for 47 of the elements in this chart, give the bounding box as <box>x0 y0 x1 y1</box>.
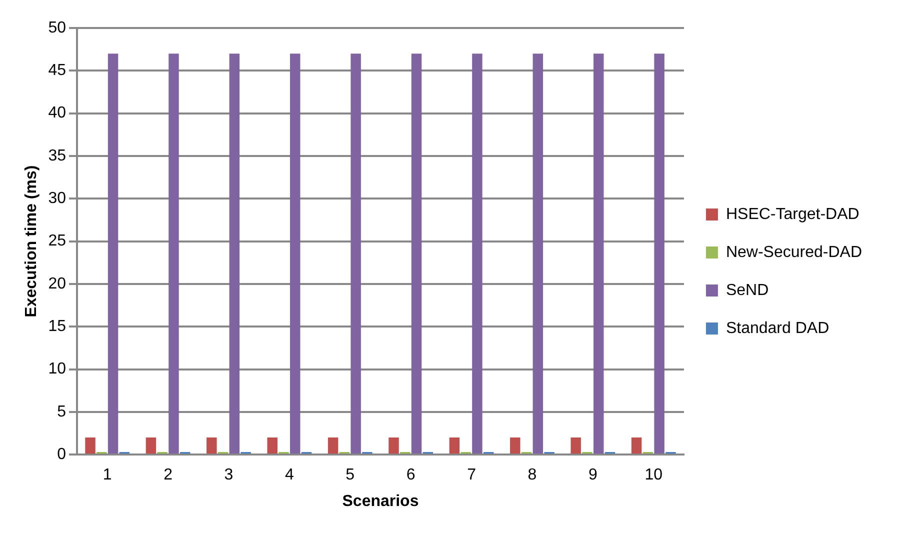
x-tick-label: 9 <box>588 466 598 484</box>
bar <box>388 438 399 454</box>
bar <box>168 54 179 454</box>
x-tick-label: 2 <box>164 466 173 484</box>
y-tick-label: 35 <box>48 147 66 164</box>
y-tick-label: 15 <box>48 318 66 336</box>
x-axis-title: Scenarios <box>342 492 419 510</box>
bar <box>267 438 278 454</box>
x-tick-label: 6 <box>406 466 416 484</box>
y-tick-label: 0 <box>57 446 66 464</box>
x-tick-label: 8 <box>528 466 537 484</box>
y-tick-label: 20 <box>48 275 66 292</box>
bar <box>593 54 604 454</box>
bar <box>229 54 240 454</box>
bar <box>146 438 156 454</box>
bar <box>108 54 118 454</box>
bar <box>532 54 544 454</box>
legend-label: SeND <box>726 282 769 299</box>
bar <box>411 54 422 454</box>
bar <box>472 54 482 454</box>
legend-label: HSEC-Target-DAD <box>726 206 860 223</box>
bar <box>350 54 361 454</box>
bar <box>328 438 338 454</box>
y-tick-label: 10 <box>48 360 66 378</box>
y-tick-label: 40 <box>48 104 66 122</box>
bar <box>510 438 520 454</box>
bar <box>206 438 217 454</box>
x-tick-label: 3 <box>224 466 234 484</box>
x-tick-label: 10 <box>644 466 663 484</box>
bar <box>570 438 581 454</box>
y-tick-label: 45 <box>48 62 66 80</box>
y-tick-label: 25 <box>48 232 66 250</box>
legend-label: New-Secured-DAD <box>726 244 862 261</box>
y-tick-label: 30 <box>48 190 66 208</box>
x-tick-label: 4 <box>284 466 294 484</box>
y-axis-title: Execution time (ms) <box>23 165 40 318</box>
x-tick-label: 7 <box>467 466 476 484</box>
y-tick-label: 5 <box>57 403 66 420</box>
bar <box>290 54 300 454</box>
x-tick-label: 1 <box>102 466 112 484</box>
y-tick-label: 50 <box>48 19 66 36</box>
x-tick-label: 5 <box>346 466 355 484</box>
bar <box>85 438 96 454</box>
legend-label: Standard DAD <box>726 320 830 337</box>
bar <box>654 54 664 454</box>
bar <box>631 438 642 454</box>
bar <box>449 438 460 454</box>
